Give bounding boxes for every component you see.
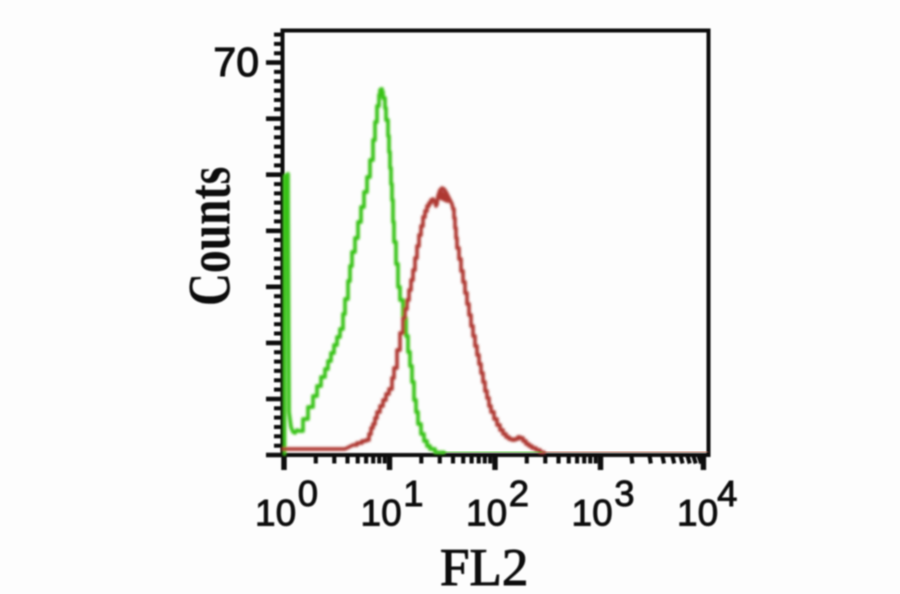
svg-text:10: 10 xyxy=(255,493,296,534)
svg-text:2: 2 xyxy=(509,473,529,514)
svg-text:3: 3 xyxy=(614,473,634,514)
svg-text:1: 1 xyxy=(403,473,423,514)
svg-text:10: 10 xyxy=(361,493,402,534)
svg-text:FL2: FL2 xyxy=(440,539,528,594)
svg-text:70: 70 xyxy=(213,39,259,85)
svg-text:10: 10 xyxy=(677,493,718,534)
svg-text:0: 0 xyxy=(298,473,318,514)
svg-text:10: 10 xyxy=(572,493,613,534)
svg-text:Counts: Counts xyxy=(177,167,243,306)
svg-text:10: 10 xyxy=(466,493,507,534)
svg-text:4: 4 xyxy=(717,473,737,514)
